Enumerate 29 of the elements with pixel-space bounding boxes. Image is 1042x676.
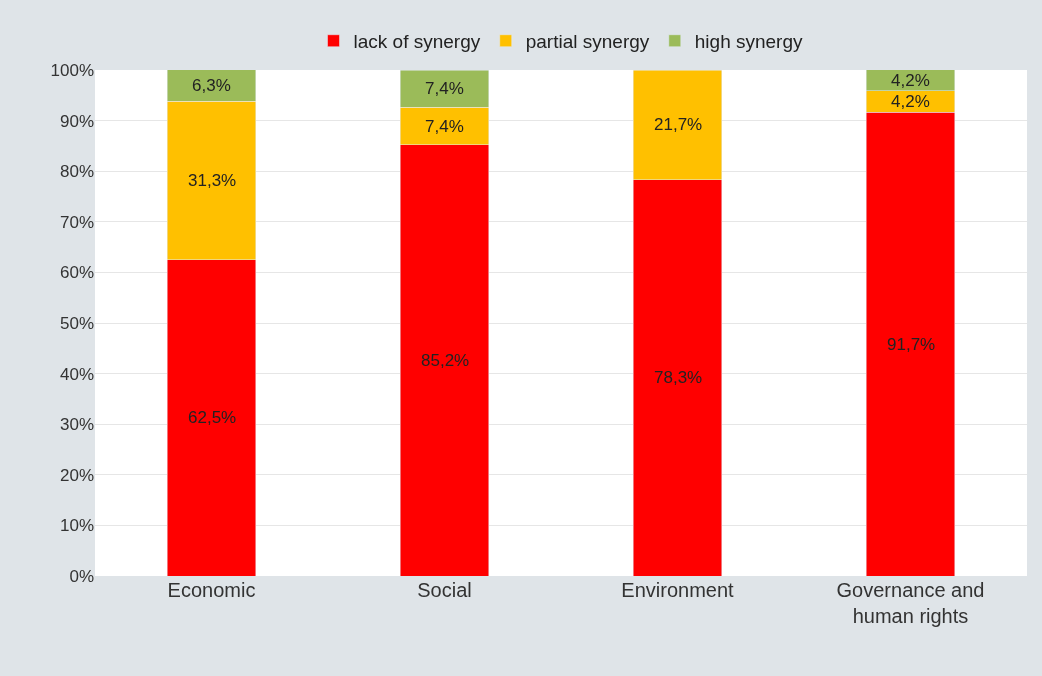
- data-label: 62,5%: [188, 408, 237, 427]
- y-tick-label: 60%: [59, 263, 94, 283]
- legend-label: partial synergy: [525, 31, 650, 53]
- data-label: 4,2%: [891, 71, 930, 90]
- data-label: 6,3%: [192, 76, 231, 95]
- x-tick-label: Governance and human rights: [836, 579, 985, 627]
- y-tick-label: 10%: [59, 516, 94, 536]
- y-tick-label: 80%: [59, 162, 94, 182]
- legend-label: high synergy: [694, 31, 803, 53]
- y-tick-label: 30%: [59, 415, 94, 435]
- y-tick-label: 20%: [59, 465, 94, 485]
- x-tick-label: Economic: [167, 579, 256, 601]
- y-tick-label: 50%: [59, 313, 94, 333]
- data-label: 31,3%: [188, 171, 237, 190]
- y-tick-label: 90%: [59, 111, 94, 131]
- y-tick-label: 100%: [50, 60, 94, 80]
- x-tick-label: Environment: [621, 579, 735, 601]
- data-label: 85,2%: [421, 351, 470, 370]
- data-label: 21,7%: [654, 115, 703, 134]
- data-label: 91,7%: [887, 335, 936, 354]
- data-label: 78,3%: [654, 368, 703, 387]
- data-label: 7,4%: [425, 117, 464, 136]
- y-tick-label: 0%: [69, 566, 94, 586]
- y-tick-label: 40%: [59, 364, 94, 384]
- data-label: 7,4%: [425, 79, 464, 98]
- x-tick-label: Social: [417, 579, 472, 601]
- y-tick-label: 70%: [59, 212, 94, 232]
- legend-label: lack of synergy: [353, 31, 481, 53]
- data-label: 4,2%: [891, 92, 930, 111]
